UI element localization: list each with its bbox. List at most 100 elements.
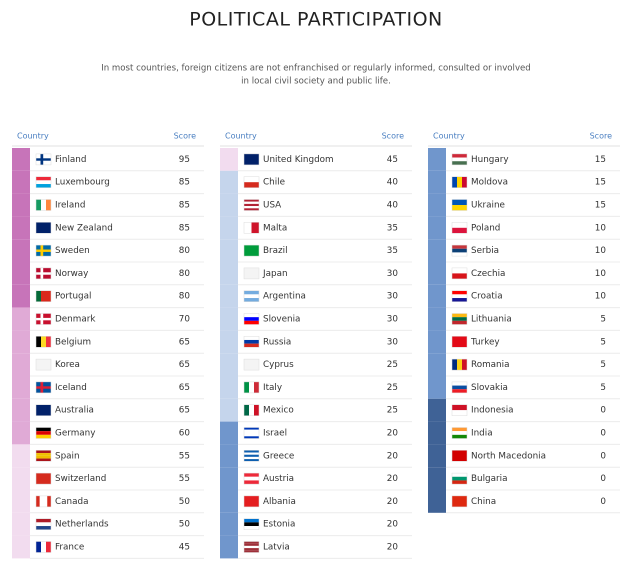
flag: [452, 431, 467, 435]
country-name: Greece: [263, 451, 294, 461]
flag-border: [35, 244, 52, 257]
flag: [244, 459, 259, 462]
score-strip: [220, 148, 238, 171]
flag: [36, 518, 51, 523]
score-strip: [428, 467, 446, 490]
flag: [452, 427, 467, 432]
flag: [47, 495, 51, 507]
score-strip: [220, 535, 238, 559]
flag: [244, 208, 259, 211]
country-name: Argentina: [263, 292, 306, 302]
score-strip: [12, 490, 30, 513]
country-name: Slovakia: [471, 383, 508, 393]
flag-border: [35, 176, 52, 188]
score: 65: [179, 383, 190, 393]
flag-border: [35, 290, 52, 302]
score: 45: [179, 543, 190, 553]
score-strip: [220, 193, 238, 217]
country-name: Switzerland: [55, 474, 106, 484]
score-strip: [220, 216, 238, 240]
flag: [244, 199, 259, 202]
flag: [452, 199, 467, 205]
country-name: Bulgaria: [471, 474, 507, 484]
column-header: Score: [382, 132, 404, 141]
flag: [43, 495, 48, 507]
country-name: Ireland: [55, 201, 85, 211]
score: 35: [387, 246, 398, 256]
score-strip: [428, 170, 446, 194]
score-strip: [428, 330, 446, 354]
country-name: India: [471, 429, 493, 439]
flag: [452, 294, 467, 299]
flag-border: [35, 541, 52, 553]
flag: [36, 158, 51, 161]
flag: [452, 389, 467, 393]
flag-border: [451, 381, 468, 394]
score: 20: [387, 497, 399, 507]
flag: [249, 404, 254, 416]
country-name: Iceland: [55, 383, 87, 393]
flag: [244, 431, 259, 435]
country-name: Turkey: [470, 337, 500, 347]
score-strip: [12, 170, 30, 194]
flag: [244, 203, 259, 207]
country-name: Sweden: [55, 246, 90, 256]
column-header: Score: [590, 132, 612, 141]
score: 55: [179, 474, 190, 484]
score-strip: [220, 330, 238, 354]
flag: [452, 267, 467, 274]
country-name: Albania: [263, 497, 296, 507]
flag: [249, 381, 254, 393]
country-name: Hungary: [471, 155, 509, 165]
flag: [36, 290, 41, 302]
title: POLITICAL PARTICIPATION: [189, 9, 442, 31]
country-name: Portugal: [55, 292, 91, 302]
flag: [452, 298, 467, 302]
score: 30: [387, 269, 399, 279]
flag-border: [243, 290, 260, 302]
score-strip: [12, 353, 30, 376]
column-header: Country: [433, 132, 465, 141]
country-name: Czechia: [471, 269, 505, 279]
flag: [254, 381, 259, 393]
flag-border: [451, 358, 468, 371]
flag: [244, 336, 259, 340]
score: 5: [600, 337, 606, 347]
country-name: Indonesia: [471, 406, 514, 416]
score-strip: [220, 421, 238, 445]
flag-border: [451, 404, 468, 416]
flag: [244, 404, 249, 416]
flag: [244, 313, 259, 318]
score-strip: [12, 467, 30, 490]
country-name: Korea: [55, 360, 80, 370]
flag-border: [35, 153, 52, 166]
country-name: Cyprus: [263, 360, 294, 370]
flag: [36, 453, 51, 456]
flag-border: [451, 176, 468, 188]
column-header: Country: [17, 132, 49, 141]
score-strip: [220, 490, 238, 513]
score: 5: [600, 360, 606, 370]
score-strip: [12, 239, 30, 262]
flag-border: [35, 336, 52, 348]
score: 0: [600, 497, 606, 507]
flag: [244, 476, 259, 481]
flag-border: [243, 472, 260, 485]
score-strip: [428, 398, 446, 422]
flag: [36, 495, 40, 507]
country-name: Croatia: [471, 292, 503, 302]
flag-border: [243, 176, 260, 188]
flag-border: [243, 313, 260, 325]
flag: [36, 526, 51, 530]
flag: [452, 317, 467, 321]
flag: [46, 336, 51, 348]
score-strip: [12, 216, 30, 240]
flag: [452, 404, 467, 411]
flag-border: [243, 518, 260, 530]
flag: [452, 161, 467, 165]
flag: [244, 429, 259, 432]
score: 25: [387, 406, 398, 416]
country-name: Norway: [55, 269, 88, 279]
flag: [452, 381, 467, 386]
country-name: USA: [263, 201, 281, 211]
